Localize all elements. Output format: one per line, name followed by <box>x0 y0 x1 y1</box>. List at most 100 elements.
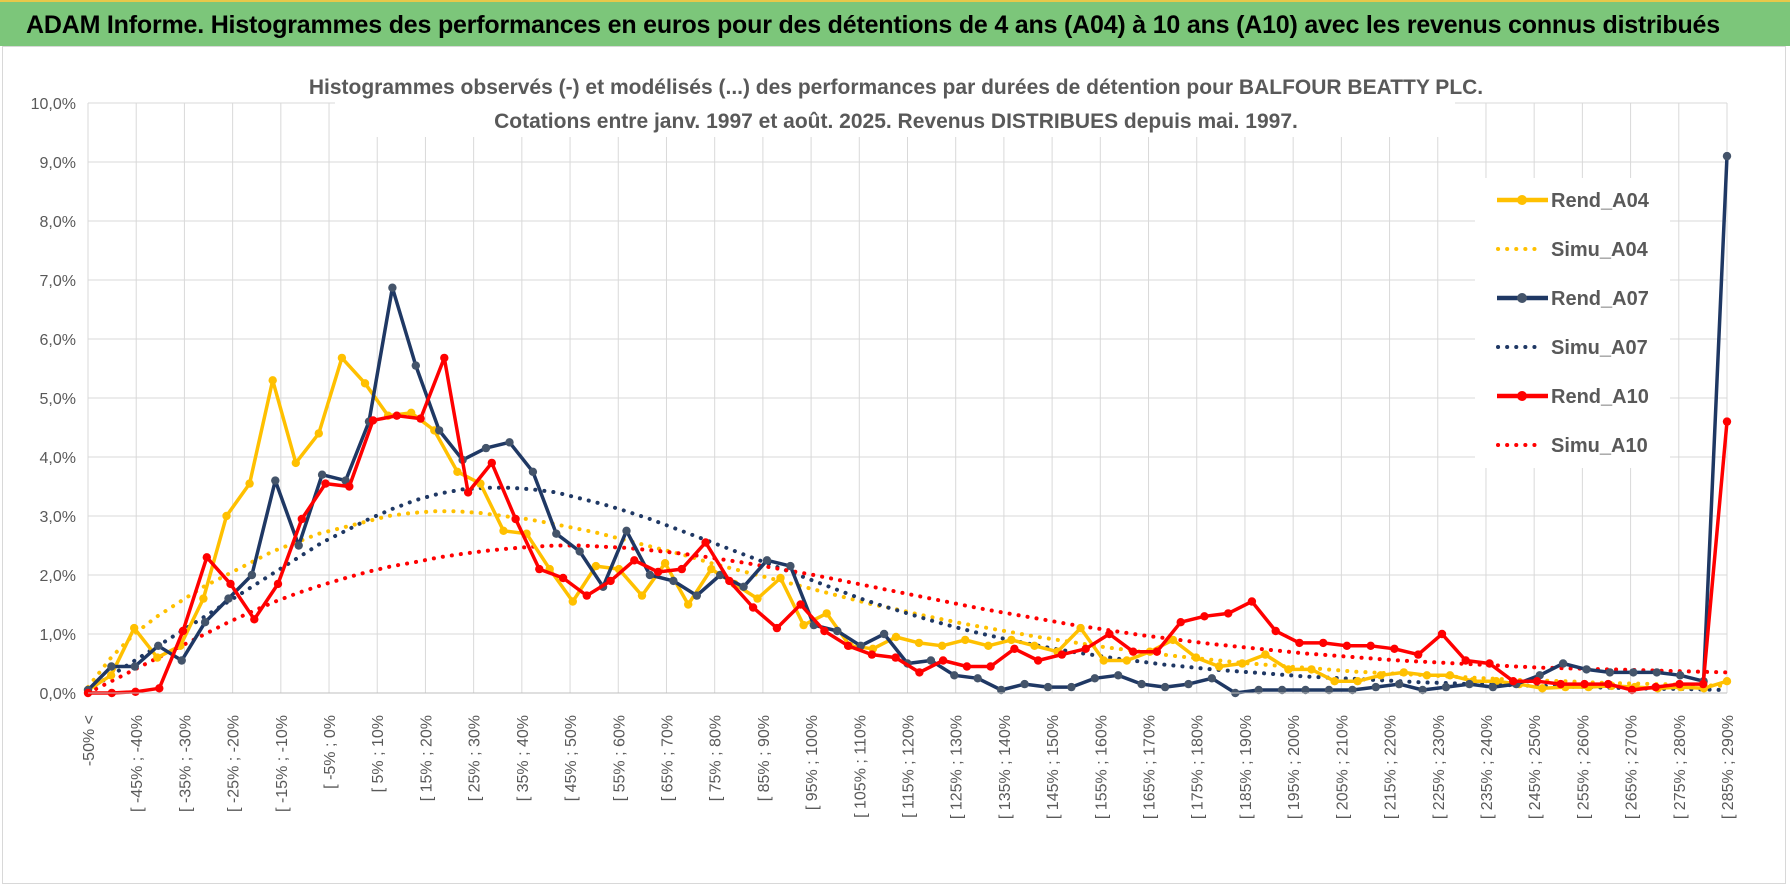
data-point <box>938 656 948 665</box>
data-point <box>1485 659 1494 668</box>
data-point <box>716 570 725 580</box>
data-point <box>1191 653 1201 662</box>
x-tick-label: [ 135% ; 140% <box>997 715 1014 819</box>
data-point <box>1532 677 1542 686</box>
data-point <box>528 467 538 476</box>
x-tick-label: [ 95% ; 100% <box>804 715 821 810</box>
data-point <box>1627 685 1637 695</box>
y-tick-label: 1,0% <box>40 627 76 644</box>
legend-label: Rend_A04 <box>1551 190 1650 212</box>
data-point <box>950 671 959 680</box>
data-point <box>222 511 231 521</box>
data-point <box>725 576 734 586</box>
data-point <box>1353 677 1362 686</box>
data-point <box>1261 650 1270 659</box>
data-point <box>915 668 924 677</box>
series-Rend_A10 <box>83 353 1732 698</box>
data-point <box>669 576 678 586</box>
data-point <box>997 685 1006 695</box>
x-tick-label: [ 155% ; 160% <box>1093 715 1110 819</box>
y-tick-label: 7,0% <box>40 273 76 290</box>
data-point <box>317 470 327 479</box>
data-point <box>131 687 140 696</box>
x-tick-label: [ 25% ; 30% <box>467 715 484 801</box>
data-point <box>107 662 116 671</box>
data-point <box>1033 656 1043 665</box>
x-tick-label: [ 5% ; 10% <box>370 715 387 792</box>
data-point <box>799 620 808 630</box>
data-point <box>984 641 993 650</box>
data-point <box>961 635 970 645</box>
data-point <box>575 547 584 556</box>
data-point <box>106 671 116 680</box>
legend-label: Rend_A10 <box>1551 386 1649 408</box>
data-point <box>1137 679 1146 689</box>
data-point <box>392 411 401 420</box>
data-point <box>1168 635 1178 645</box>
data-point <box>701 538 710 547</box>
x-tick-label: [ 125% ; 130% <box>949 715 966 819</box>
x-tick-label: [ 105% ; 110% <box>852 715 869 818</box>
data-point <box>1247 597 1257 606</box>
data-point <box>1090 674 1100 683</box>
y-tick-label: 9,0% <box>40 155 76 172</box>
data-point <box>1538 684 1547 693</box>
data-point <box>660 559 670 568</box>
data-point <box>1582 665 1591 674</box>
data-point <box>388 283 397 292</box>
data-point <box>833 626 842 636</box>
legend-background <box>1475 178 1670 468</box>
data-point <box>1067 682 1076 692</box>
data-point <box>1207 674 1217 683</box>
data-point <box>368 416 378 425</box>
title-background <box>335 62 1455 137</box>
data-point <box>684 600 693 609</box>
grid <box>87 102 1728 694</box>
x-tick-label: [ 185% ; 190% <box>1238 715 1255 819</box>
data-point <box>1114 671 1123 680</box>
data-point <box>739 582 748 591</box>
data-point <box>226 579 235 589</box>
legend-label: Simu_A04 <box>1551 239 1649 261</box>
data-point <box>535 564 544 574</box>
data-point <box>463 488 473 497</box>
series-line <box>86 485 1729 692</box>
y-tick-label: 0,0% <box>40 686 76 703</box>
x-tick-label: [ 65% ; 70% <box>659 715 676 801</box>
y-tick-label: 10,0% <box>31 96 76 113</box>
data-point <box>1238 659 1247 668</box>
data-point <box>1254 685 1263 695</box>
data-point <box>558 573 568 583</box>
data-point <box>155 684 164 693</box>
data-point <box>926 656 936 665</box>
data-point <box>606 576 615 586</box>
series-Simu_A10 <box>86 543 1729 695</box>
data-point <box>843 641 853 650</box>
data-point <box>273 579 283 589</box>
data-point <box>1390 644 1399 653</box>
data-point <box>1200 612 1209 621</box>
data-point <box>796 600 805 609</box>
data-point <box>1007 635 1016 645</box>
y-tick-label: 6,0% <box>40 332 76 349</box>
series-line <box>88 356 1729 695</box>
chart-title: Histogrammes observés (-) et modélisés (… <box>309 62 1483 137</box>
data-point <box>1651 682 1660 692</box>
data-point <box>1081 644 1090 653</box>
x-tick-label: [ 75% ; 80% <box>708 715 725 801</box>
data-point <box>707 564 716 574</box>
x-tick-label: [ -5% ; 0% <box>322 715 339 789</box>
data-point <box>435 426 444 435</box>
data-point <box>130 623 139 633</box>
x-tick-label: [ 245% ; 250% <box>1527 715 1544 819</box>
data-point <box>776 573 785 583</box>
data-point <box>820 626 829 636</box>
data-point <box>622 526 631 535</box>
x-tick-label: [ 265% ; 270% <box>1624 715 1641 819</box>
data-point <box>250 615 259 624</box>
data-point <box>1580 679 1589 689</box>
legend-label: Simu_A10 <box>1551 435 1648 457</box>
data-point <box>973 674 982 683</box>
data-point <box>786 561 795 571</box>
data-point <box>1319 638 1328 648</box>
